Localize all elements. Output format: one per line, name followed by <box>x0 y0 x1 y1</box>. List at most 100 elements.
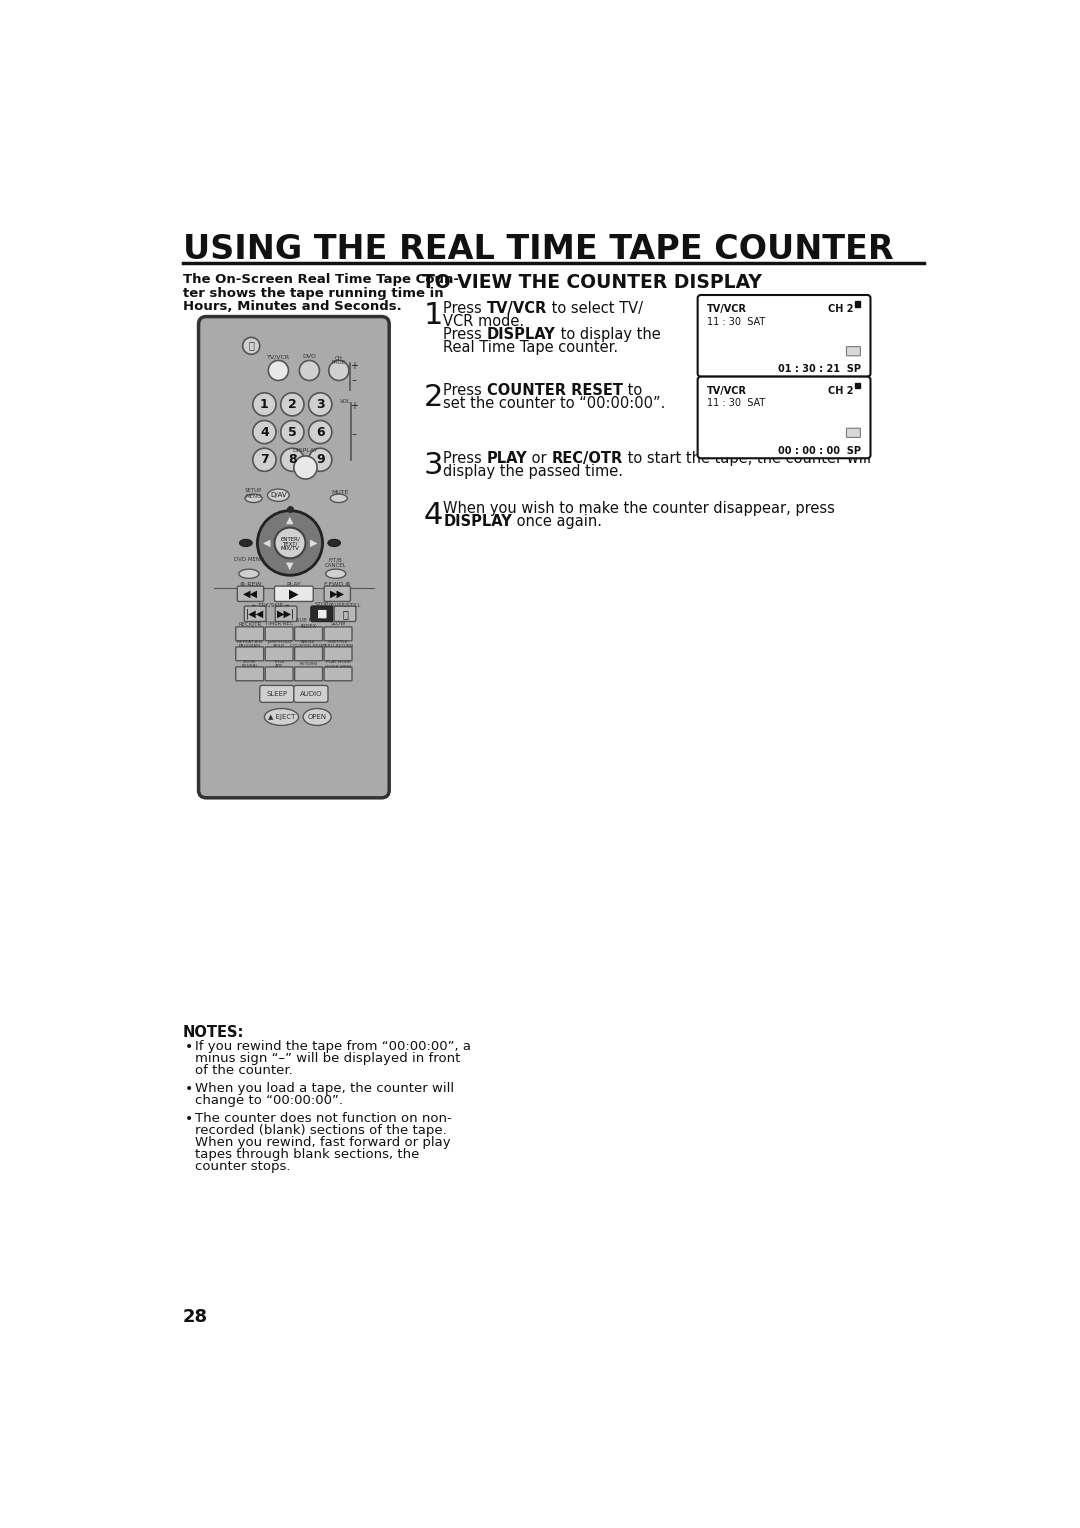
Text: JUMP/HOLD
SP/LP: JUMP/HOLD SP/LP <box>267 640 292 648</box>
Text: ▲ EJECT: ▲ EJECT <box>268 714 295 720</box>
Text: 9: 9 <box>316 454 324 466</box>
Text: Press: Press <box>444 301 487 316</box>
Circle shape <box>309 393 332 416</box>
FancyBboxPatch shape <box>324 626 352 640</box>
FancyBboxPatch shape <box>266 666 293 681</box>
Text: SUBTITLE
ZERO RETURN: SUBTITLE ZERO RETURN <box>323 640 353 648</box>
Text: DISPLAY: DISPLAY <box>444 513 512 529</box>
Circle shape <box>281 393 303 416</box>
Text: PLAY MODE
QUICK VIEW: PLAY MODE QUICK VIEW <box>325 660 351 668</box>
Ellipse shape <box>245 494 262 503</box>
FancyBboxPatch shape <box>698 376 870 458</box>
Text: change to “00:00:00”.: change to “00:00:00”. <box>195 1094 343 1108</box>
Text: 5: 5 <box>288 426 297 439</box>
Text: •: • <box>185 1041 193 1054</box>
FancyBboxPatch shape <box>199 316 389 798</box>
FancyBboxPatch shape <box>266 626 293 640</box>
Text: CANCEL: CANCEL <box>325 562 347 568</box>
FancyBboxPatch shape <box>324 666 352 681</box>
Text: OPEN: OPEN <box>308 714 326 720</box>
Text: USING THE REAL TIME TAPE COUNTER: USING THE REAL TIME TAPE COUNTER <box>183 234 893 266</box>
Ellipse shape <box>326 568 346 579</box>
Text: to select TV/: to select TV/ <box>548 301 643 316</box>
Text: ENTER/: ENTER/ <box>280 536 300 541</box>
Text: ▶▶: ▶▶ <box>329 588 345 599</box>
FancyBboxPatch shape <box>324 646 352 660</box>
Text: REPEAT A-B
PROGRAM: REPEAT A-B PROGRAM <box>238 640 262 648</box>
Text: TV/VCR: TV/VCR <box>707 387 747 396</box>
FancyBboxPatch shape <box>275 607 297 622</box>
Text: +: + <box>350 361 357 371</box>
Bar <box>855 384 861 388</box>
Circle shape <box>253 393 276 416</box>
Ellipse shape <box>330 494 348 503</box>
Text: MENU: MENU <box>245 494 261 500</box>
Text: •: • <box>185 1082 193 1096</box>
Text: D/AV: D/AV <box>270 492 286 498</box>
FancyBboxPatch shape <box>238 587 264 602</box>
Text: 3: 3 <box>423 451 443 480</box>
Text: TV/VCR: TV/VCR <box>267 354 289 359</box>
Text: ⊕ REW: ⊕ REW <box>240 582 261 587</box>
Text: ◀◀: ◀◀ <box>243 588 258 599</box>
Text: DVD: DVD <box>302 354 316 359</box>
Text: Real Time Tape counter.: Real Time Tape counter. <box>444 341 619 356</box>
Text: Press: Press <box>444 384 487 397</box>
Text: counter stops.: counter stops. <box>195 1160 291 1174</box>
Text: Press: Press <box>444 327 487 342</box>
Text: of the counter.: of the counter. <box>195 1063 293 1077</box>
Text: REC/OTR: REC/OTR <box>238 622 261 626</box>
Text: SLEEP: SLEEP <box>267 691 287 697</box>
Text: display the passed time.: display the passed time. <box>444 465 623 480</box>
Text: SLOW: SLOW <box>330 622 346 626</box>
Text: 11 : 30  SAT: 11 : 30 SAT <box>707 316 766 327</box>
Text: minus sign “–” will be displayed in front: minus sign “–” will be displayed in fron… <box>195 1053 461 1065</box>
FancyBboxPatch shape <box>324 587 350 602</box>
Text: 28: 28 <box>183 1308 208 1326</box>
Text: recorded (blank) sections of the tape.: recorded (blank) sections of the tape. <box>195 1125 447 1137</box>
FancyBboxPatch shape <box>274 587 313 602</box>
Text: VOL: VOL <box>339 399 351 403</box>
Text: ⏸: ⏸ <box>342 608 348 619</box>
Circle shape <box>268 361 288 380</box>
FancyBboxPatch shape <box>295 666 323 681</box>
Text: 1: 1 <box>260 397 269 411</box>
Text: TIMER REC: TIMER REC <box>265 622 294 626</box>
Text: to display the: to display the <box>555 327 660 342</box>
Text: once again.: once again. <box>512 513 603 529</box>
Circle shape <box>328 361 349 380</box>
Text: ◀: ◀ <box>264 538 270 549</box>
FancyBboxPatch shape <box>294 686 328 703</box>
Text: CH: CH <box>335 356 342 361</box>
FancyBboxPatch shape <box>235 646 264 660</box>
FancyBboxPatch shape <box>698 295 870 376</box>
FancyBboxPatch shape <box>295 626 323 640</box>
Text: or: or <box>527 451 552 466</box>
Text: 7: 7 <box>260 454 269 466</box>
Text: TV/VCR: TV/VCR <box>487 301 548 316</box>
Text: TITLE
ATR: TITLE ATR <box>273 660 285 668</box>
Text: 1: 1 <box>423 301 443 330</box>
Ellipse shape <box>268 489 289 501</box>
Text: F/T/B: F/T/B <box>328 558 342 562</box>
Ellipse shape <box>328 539 340 547</box>
Circle shape <box>253 420 276 443</box>
Text: COUNTER RESET: COUNTER RESET <box>487 384 623 397</box>
Text: Hours, Minutes and Seconds.: Hours, Minutes and Seconds. <box>183 299 402 313</box>
Text: 00 : 00 : 00  SP: 00 : 00 : 00 SP <box>779 446 861 455</box>
Circle shape <box>274 527 306 558</box>
Text: DISPLAY: DISPLAY <box>487 327 555 342</box>
Text: ▶: ▶ <box>289 587 299 601</box>
FancyBboxPatch shape <box>244 607 266 622</box>
Circle shape <box>281 448 303 471</box>
Text: DISPLAY: DISPLAY <box>293 448 319 452</box>
Text: STOP: STOP <box>314 602 329 607</box>
FancyBboxPatch shape <box>266 646 293 660</box>
Text: TEXT/: TEXT/ <box>282 541 298 545</box>
Text: TV/VCR: TV/VCR <box>707 304 747 315</box>
Ellipse shape <box>239 568 259 579</box>
Text: VCR mode.: VCR mode. <box>444 315 525 329</box>
Bar <box>855 301 861 307</box>
Text: ▼: ▼ <box>286 561 294 571</box>
Text: 2: 2 <box>288 397 297 411</box>
